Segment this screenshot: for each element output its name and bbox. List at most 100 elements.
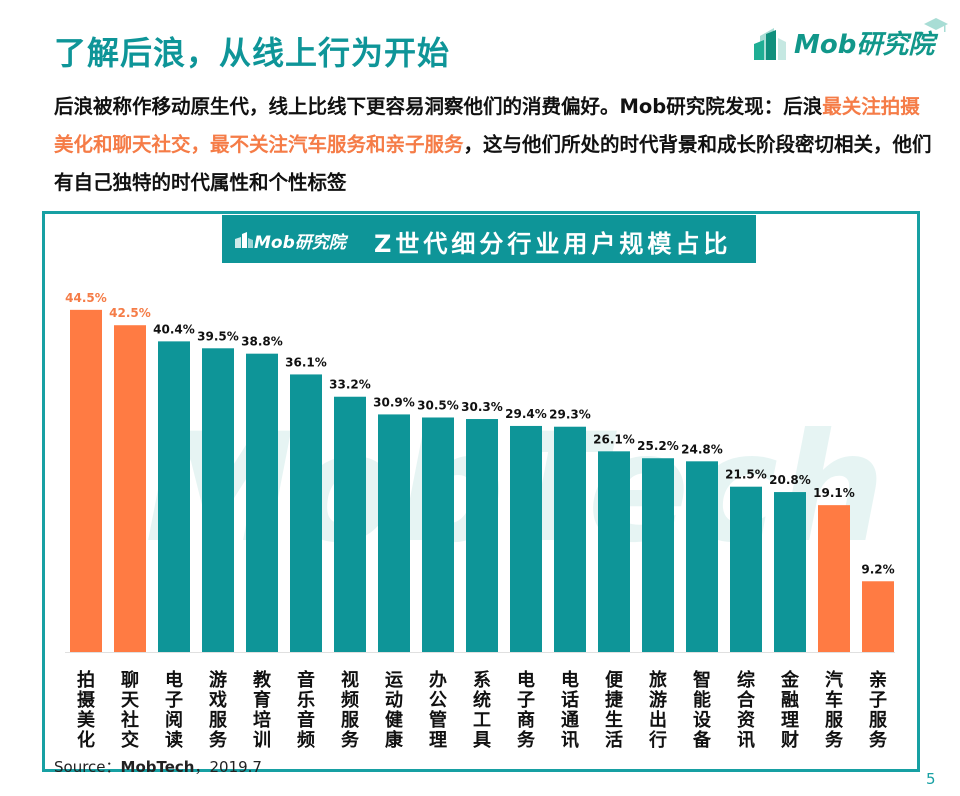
svg-text:运: 运 bbox=[385, 670, 403, 691]
source-date: ，2019.7 bbox=[194, 758, 262, 776]
svg-text:设: 设 bbox=[693, 710, 711, 731]
bar bbox=[774, 492, 806, 652]
svg-text:工: 工 bbox=[473, 710, 491, 731]
intro-text-2: ，这与他们所处的时代背景和成长阶段密切相关，他们有自己独特的时代属性和个性标签 bbox=[54, 133, 932, 194]
chart-header-logo: Mob研究院 bbox=[234, 226, 364, 253]
svg-text:交: 交 bbox=[121, 729, 139, 750]
svg-text:务: 务 bbox=[869, 729, 888, 750]
svg-text:讯: 讯 bbox=[737, 730, 755, 750]
intro-highlight-least: 最不关注汽车服务和亲子服务 bbox=[210, 133, 464, 156]
svg-text:车: 车 bbox=[825, 689, 843, 711]
svg-text:游: 游 bbox=[209, 669, 227, 691]
svg-text:电: 电 bbox=[165, 669, 183, 691]
svg-text:游: 游 bbox=[649, 689, 667, 711]
x-tick-label: 亲子服务 bbox=[869, 669, 888, 750]
bar bbox=[510, 425, 542, 652]
svg-text:服: 服 bbox=[341, 710, 360, 731]
svg-text:融: 融 bbox=[781, 690, 799, 711]
svg-text:子: 子 bbox=[517, 690, 535, 711]
source-name: MobTech bbox=[120, 758, 195, 776]
bar bbox=[246, 353, 278, 652]
svg-text:阅: 阅 bbox=[165, 709, 183, 731]
data-label: 19.1% bbox=[813, 486, 855, 500]
svg-text:天: 天 bbox=[121, 690, 140, 711]
svg-text:频: 频 bbox=[297, 729, 315, 750]
svg-text:合: 合 bbox=[737, 689, 756, 711]
bar bbox=[466, 419, 498, 652]
building-logo-icon bbox=[754, 28, 786, 60]
data-label: 20.8% bbox=[769, 473, 811, 487]
svg-text:务: 务 bbox=[341, 729, 360, 750]
svg-text:出: 出 bbox=[649, 709, 667, 731]
bar bbox=[422, 417, 454, 652]
bar bbox=[554, 426, 586, 652]
x-tick-label: 聊天社交 bbox=[121, 669, 140, 750]
data-label: 30.5% bbox=[417, 398, 459, 412]
svg-text:管: 管 bbox=[429, 709, 447, 731]
bar bbox=[642, 458, 674, 652]
svg-text:具: 具 bbox=[473, 730, 491, 750]
chart-header: Mob研究院 Z世代细分行业用户规模占比 bbox=[222, 215, 756, 263]
svg-text:务: 务 bbox=[209, 729, 228, 750]
data-label: 21.5% bbox=[725, 468, 767, 482]
svg-text:活: 活 bbox=[605, 729, 623, 750]
svg-text:汽: 汽 bbox=[825, 669, 843, 691]
svg-text:服: 服 bbox=[209, 710, 228, 731]
bar bbox=[686, 461, 718, 652]
intro-paragraph: 后浪被称作移动原生代，线上比线下更容易洞察他们的消费偏好。Mob研究院发现：后浪… bbox=[54, 88, 934, 202]
svg-text:社: 社 bbox=[121, 709, 139, 731]
bar bbox=[730, 486, 762, 652]
bar bbox=[114, 325, 146, 652]
x-tick-label: 汽车服务 bbox=[825, 669, 844, 750]
svg-text:动: 动 bbox=[385, 690, 403, 711]
data-label: 25.2% bbox=[637, 439, 679, 453]
bar bbox=[862, 581, 894, 652]
source-prefix: Source： bbox=[54, 758, 121, 776]
bar bbox=[158, 341, 190, 652]
svg-text:统: 统 bbox=[473, 689, 491, 711]
svg-text:视: 视 bbox=[341, 669, 359, 691]
svg-text:频: 频 bbox=[341, 689, 359, 711]
svg-text:便: 便 bbox=[605, 669, 624, 691]
svg-text:理: 理 bbox=[429, 730, 447, 750]
svg-text:拍: 拍 bbox=[77, 669, 95, 691]
data-label: 9.2% bbox=[861, 562, 894, 576]
svg-text:资: 资 bbox=[737, 709, 755, 731]
data-label: 29.3% bbox=[549, 408, 591, 422]
bar bbox=[334, 396, 366, 652]
data-label: 44.5% bbox=[65, 291, 107, 305]
data-label: 33.2% bbox=[329, 378, 371, 392]
svg-text:综: 综 bbox=[737, 669, 755, 691]
svg-text:子: 子 bbox=[165, 690, 183, 711]
svg-text:务: 务 bbox=[825, 729, 844, 750]
svg-text:戏: 戏 bbox=[208, 690, 227, 711]
data-label: 30.9% bbox=[373, 395, 415, 409]
svg-text:务: 务 bbox=[517, 729, 536, 750]
svg-text:摄: 摄 bbox=[77, 689, 96, 711]
svg-text:教: 教 bbox=[253, 669, 272, 691]
bar bbox=[290, 374, 322, 652]
data-label: 36.1% bbox=[285, 355, 327, 369]
data-label: 40.4% bbox=[153, 322, 195, 336]
svg-text:能: 能 bbox=[693, 689, 711, 711]
bar bbox=[202, 348, 234, 652]
svg-text:讯: 讯 bbox=[561, 730, 579, 750]
svg-text:育: 育 bbox=[253, 689, 271, 711]
svg-text:公: 公 bbox=[429, 690, 447, 711]
svg-text:通: 通 bbox=[561, 710, 579, 731]
intro-separator: ， bbox=[190, 133, 211, 156]
svg-text:培: 培 bbox=[253, 709, 271, 731]
svg-text:乐: 乐 bbox=[297, 690, 315, 711]
svg-text:化: 化 bbox=[77, 729, 95, 750]
data-label: 38.8% bbox=[241, 335, 283, 349]
data-label: 29.4% bbox=[505, 407, 547, 421]
svg-text:系: 系 bbox=[473, 670, 491, 691]
